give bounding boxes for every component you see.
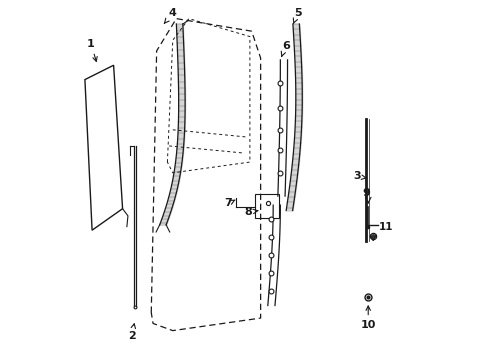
Text: 2: 2 xyxy=(127,324,135,341)
Text: 6: 6 xyxy=(281,41,289,56)
Text: 9: 9 xyxy=(362,188,369,198)
Text: 11: 11 xyxy=(378,222,393,231)
Text: 8: 8 xyxy=(244,207,257,217)
Text: 3: 3 xyxy=(353,171,366,181)
Text: 7: 7 xyxy=(224,198,235,208)
Text: 5: 5 xyxy=(293,8,301,24)
Text: 10: 10 xyxy=(360,306,375,330)
Text: 1: 1 xyxy=(87,39,97,62)
Text: 4: 4 xyxy=(164,8,176,23)
